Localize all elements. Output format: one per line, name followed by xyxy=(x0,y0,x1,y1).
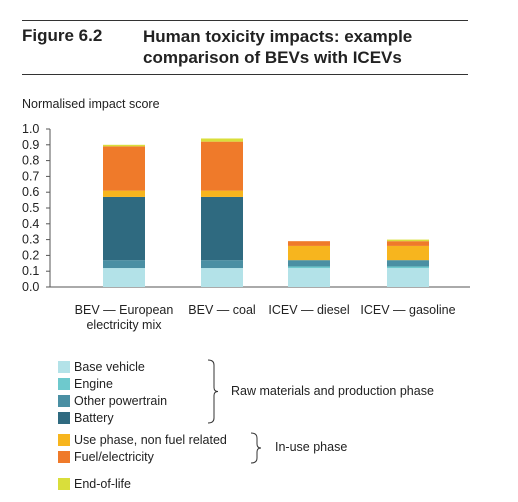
y-axis-label: Normalised impact score xyxy=(22,97,160,111)
x-tick-label: electricity mix xyxy=(86,318,162,332)
bar-segment xyxy=(387,239,429,242)
legend-item: Use phase, non fuel related xyxy=(58,432,227,448)
bar-segment xyxy=(201,260,243,269)
legend-item: Engine xyxy=(58,376,113,392)
legend-swatch xyxy=(58,412,70,424)
legend-item: Base vehicle xyxy=(58,359,145,375)
legend-label: Fuel/electricity xyxy=(74,450,154,464)
y-tick-label: 0.3 xyxy=(22,233,39,247)
bar-segment xyxy=(387,260,429,267)
bar-segment xyxy=(201,138,243,142)
legend-item: Fuel/electricity xyxy=(58,449,154,465)
y-tick-label: 0.7 xyxy=(22,169,39,183)
bar-segment xyxy=(103,260,145,269)
x-tick-label: ICEV — gasoline xyxy=(360,303,455,317)
legend-item: Other powertrain xyxy=(58,393,167,409)
legend-swatch xyxy=(58,361,70,373)
y-tick-label: 0.5 xyxy=(22,201,39,215)
legend-group-brace xyxy=(207,359,219,424)
legend-label: Other powertrain xyxy=(74,394,168,408)
figure-number: Figure 6.2 xyxy=(22,26,103,45)
bar-segment xyxy=(387,266,429,269)
bar-segment xyxy=(387,245,429,261)
legend-item: Battery xyxy=(58,410,114,426)
x-tick-label: ICEV — diesel xyxy=(268,303,349,317)
legend-label: End-of-life xyxy=(74,477,131,491)
y-tick-label: 1.0 xyxy=(22,122,39,136)
x-tick-label: BEV — coal xyxy=(188,303,255,317)
legend-group-label: In-use phase xyxy=(275,440,348,454)
legend-label: Base vehicle xyxy=(74,360,145,374)
legend-swatch xyxy=(58,378,70,390)
legend-swatch xyxy=(58,434,70,446)
y-tick-label: 0.8 xyxy=(22,154,39,168)
bar-segment xyxy=(288,245,330,261)
y-tick-label: 0.6 xyxy=(22,185,39,199)
bar-segment xyxy=(288,266,330,269)
plot-area: 1.0 0.9 0.80.7 0.6 0.5 0.4 0.30.2 0.1 0.0 BEV — E… xyxy=(22,122,470,332)
x-tick-label: BEV — European xyxy=(75,303,174,317)
legend-swatch xyxy=(58,478,70,490)
bar-segment xyxy=(201,190,243,197)
bar-segment xyxy=(288,241,330,246)
legend-item: End-of-life xyxy=(58,476,131,492)
bar-segment xyxy=(201,141,243,191)
y-tick-label: 0.9 xyxy=(22,138,39,152)
header-top-rule xyxy=(22,20,468,21)
y-tick-label: 0.0 xyxy=(22,280,39,294)
figure-title: Human toxicity impacts: example comparis… xyxy=(143,27,413,67)
bar-segment xyxy=(387,268,429,287)
bar-segment xyxy=(201,196,243,261)
bar-segment xyxy=(201,268,243,287)
bar-segment xyxy=(288,260,330,267)
header-bottom-rule xyxy=(22,74,468,75)
legend-group-label: Raw materials and production phase xyxy=(231,383,434,398)
legend-group-brace xyxy=(250,432,262,464)
bar-segment xyxy=(103,146,145,191)
legend-swatch xyxy=(58,451,70,463)
legend-label: Use phase, non fuel related xyxy=(74,433,227,447)
y-tick-label: 0.4 xyxy=(22,217,39,231)
bar-segment xyxy=(288,268,330,287)
bar-segment xyxy=(103,190,145,197)
bar-segment xyxy=(103,268,145,287)
y-tick-label: 0.1 xyxy=(22,264,39,278)
y-tick-label: 0.2 xyxy=(22,248,39,262)
bar-segment xyxy=(103,144,145,147)
bar-segment xyxy=(387,241,429,246)
legend-label: Engine xyxy=(74,377,113,391)
bar-segment xyxy=(103,196,145,261)
legend-swatch xyxy=(58,395,70,407)
legend-label: Battery xyxy=(74,411,114,425)
